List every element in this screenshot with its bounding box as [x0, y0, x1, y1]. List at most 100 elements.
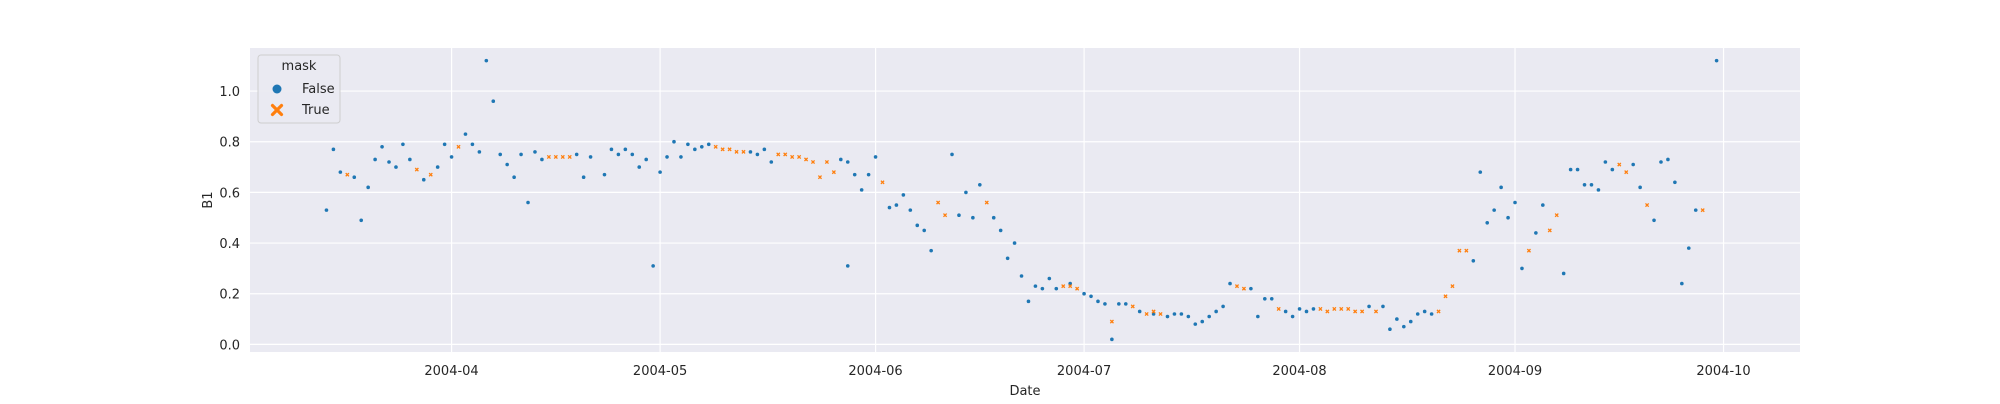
- data-point-true: [1360, 309, 1365, 314]
- data-point-false: [665, 155, 669, 159]
- data-point-false: [859, 188, 864, 192]
- data-point-false: [1561, 271, 1566, 276]
- data-point-true: [1700, 208, 1705, 213]
- legend: mask False True: [257, 54, 341, 124]
- data-point-false: [1096, 299, 1100, 304]
- data-point-true: [776, 152, 781, 157]
- data-point-false: [978, 183, 982, 187]
- data-point-true: [803, 157, 809, 162]
- data-point-false: [1040, 286, 1045, 291]
- data-point-true: [1241, 286, 1247, 291]
- data-point-true: [546, 154, 551, 159]
- data-point-false: [929, 248, 933, 253]
- data-point-false: [1589, 183, 1594, 187]
- legend-box: [257, 54, 341, 124]
- data-point-false: [1103, 302, 1107, 306]
- data-point-true: [713, 144, 718, 149]
- data-point-false: [1666, 157, 1670, 162]
- data-point-true: [567, 154, 572, 159]
- y-tick-label: 0.0: [219, 338, 240, 353]
- data-point-true: [1436, 309, 1441, 314]
- data-point-false: [1269, 297, 1274, 301]
- data-point-false: [894, 203, 899, 207]
- data-point-true: [1158, 311, 1163, 317]
- data-point-false: [484, 58, 489, 63]
- data-point-false: [1714, 58, 1719, 63]
- data-point-false: [463, 132, 468, 136]
- data-point-false: [1582, 183, 1587, 187]
- data-point-false: [1596, 188, 1601, 192]
- y-tick-label: 0.4: [219, 237, 240, 252]
- data-point-false: [1506, 215, 1510, 220]
- data-point-true: [1109, 319, 1114, 324]
- data-point-false: [1193, 322, 1198, 326]
- data-point-false: [672, 139, 676, 144]
- data-point-false: [769, 160, 774, 164]
- data-point-false: [679, 155, 683, 159]
- data-point-false: [1415, 312, 1420, 316]
- data-point-true: [345, 172, 350, 177]
- data-point-false: [1200, 319, 1205, 324]
- data-point-true: [1353, 309, 1358, 314]
- data-point-false: [421, 177, 426, 182]
- data-point-false: [1186, 314, 1191, 319]
- data-point-true: [783, 152, 788, 157]
- data-point-false: [574, 152, 579, 157]
- data-point-false: [1686, 246, 1691, 250]
- data-point-false: [387, 160, 391, 164]
- data-point-false: [1123, 302, 1128, 306]
- data-point-false: [1082, 291, 1086, 296]
- legend-marker-false: [272, 84, 282, 94]
- data-point-false: [1610, 167, 1615, 172]
- data-point-false: [845, 160, 850, 164]
- data-point-false: [922, 228, 927, 233]
- data-point-true: [1464, 248, 1469, 253]
- data-point-false: [839, 157, 843, 162]
- data-point-true: [734, 149, 739, 154]
- data-point-false: [1395, 317, 1399, 321]
- x-tick-label: 2004-05: [633, 364, 687, 379]
- x-tick-label: 2004-07: [1057, 364, 1111, 379]
- legend-label-true: True: [301, 103, 330, 118]
- x-tick-label: 2004-06: [848, 364, 902, 379]
- data-point-true: [1547, 228, 1552, 233]
- plot-area-background: [250, 48, 1800, 352]
- data-point-true: [1276, 306, 1281, 311]
- data-point-true: [1645, 203, 1650, 208]
- data-point-false: [998, 228, 1003, 233]
- data-point-false: [1047, 276, 1052, 281]
- data-point-false: [1492, 208, 1496, 212]
- data-point-false: [901, 193, 906, 197]
- data-point-false: [602, 172, 607, 177]
- data-point-false: [366, 185, 370, 190]
- data-point-false: [1388, 327, 1392, 332]
- data-point-false: [581, 175, 586, 179]
- data-point-false: [1402, 324, 1406, 329]
- data-point-false: [1026, 299, 1031, 304]
- data-point-true: [1457, 248, 1462, 253]
- grid-lines: [250, 48, 1800, 352]
- y-tick-label: 0.6: [219, 186, 240, 201]
- data-point-true: [1554, 213, 1559, 218]
- data-point-true: [984, 200, 989, 205]
- data-point-false: [442, 142, 447, 147]
- data-point-false: [401, 142, 405, 147]
- data-point-true: [880, 180, 885, 185]
- data-point-false: [1137, 309, 1142, 314]
- data-point-true: [560, 154, 565, 159]
- data-point-false: [1297, 307, 1302, 311]
- data-point-true: [414, 167, 419, 172]
- data-point-false: [845, 264, 850, 268]
- data-point-false: [470, 142, 475, 147]
- data-point-true: [1373, 309, 1379, 314]
- data-point-false: [1520, 266, 1524, 271]
- data-point-false: [1575, 167, 1580, 172]
- data-point-true: [1443, 294, 1448, 299]
- data-point-false: [1478, 170, 1483, 174]
- data-point-true: [1624, 170, 1629, 175]
- data-point-false: [512, 175, 516, 179]
- data-point-false: [408, 157, 412, 162]
- data-point-false: [1290, 314, 1295, 319]
- data-point-false: [1693, 208, 1698, 212]
